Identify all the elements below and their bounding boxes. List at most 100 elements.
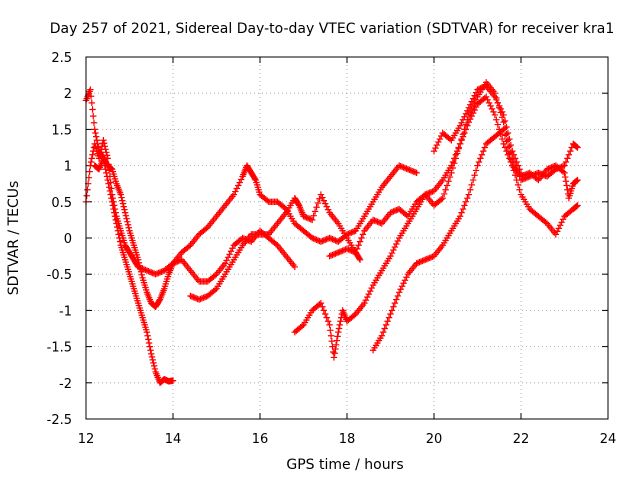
data-point [488,105,496,113]
data-point [483,93,490,101]
data-point [322,310,329,318]
data-point [510,151,517,158]
data-point [333,249,341,257]
data-point [110,198,117,205]
data-point [468,181,475,189]
data-point [361,299,368,307]
data-point [417,258,425,265]
data-point [573,202,581,210]
data-point [377,219,384,227]
data-point [352,249,359,256]
data-point [124,218,131,225]
data-point [468,98,475,105]
data-point [97,149,104,156]
data-point [235,182,242,189]
data-point [485,99,493,107]
data-point [339,247,346,254]
data-point [551,163,558,170]
data-point [121,206,128,213]
data-point [372,217,380,225]
data-point [92,133,100,140]
data-point [272,240,280,248]
data-point [298,322,306,330]
data-point [459,205,467,213]
data-point [135,256,142,263]
data-point [203,225,210,232]
data-point [93,137,101,144]
data-point [419,257,426,265]
data-point [148,353,156,361]
data-point [403,274,410,281]
data-point [385,314,393,321]
data-point [465,111,472,119]
data-point [513,158,520,166]
data-point [465,104,472,111]
data-point [138,271,146,279]
data-point [388,307,396,314]
data-point [374,218,381,225]
data-point [351,228,358,235]
data-point [574,176,581,184]
data-point [510,167,517,174]
data-point [525,170,532,177]
data-point [380,328,387,336]
data-point [491,111,499,119]
data-point [413,260,420,267]
data-point [111,202,118,209]
data-point [474,86,481,93]
data-point [334,333,341,340]
data-point [343,245,351,253]
data-point [445,178,452,185]
data-point [335,325,343,332]
data-point [101,143,109,150]
x-tick-label: 18 [339,432,356,447]
data-point [498,127,506,134]
data-point [533,175,541,183]
data-point [116,238,124,245]
data-point [375,219,383,226]
data-point [464,107,471,114]
data-point [462,110,470,117]
data-point [562,173,569,181]
data-point [155,269,162,277]
data-point [291,263,298,271]
data-point [461,129,468,137]
x-axis-title: GPS time / hours [286,457,403,473]
data-point [345,246,352,253]
data-point [310,212,317,219]
data-point [478,84,486,91]
grid [86,57,608,419]
data-point [107,164,114,172]
data-point [169,377,177,384]
data-point [397,163,404,170]
data-point [368,284,375,292]
data-point [391,299,399,307]
data-point [477,85,484,92]
data-point [465,118,472,126]
data-point [197,295,204,303]
data-point [108,185,115,192]
data-point [145,267,152,275]
data-point [309,234,316,242]
data-point [310,235,317,242]
data-point [396,162,403,169]
data-point [416,258,423,266]
data-point [146,343,153,350]
data-point [311,236,319,243]
data-point [193,295,200,302]
data-point [300,213,307,220]
data-point [137,268,145,275]
data-point [406,166,413,174]
data-point [398,283,406,290]
data-point [478,151,486,158]
data-point [329,251,336,259]
data-point [452,155,459,162]
data-point [327,235,335,242]
data-point [188,293,196,300]
data-point [433,141,441,149]
data-point [326,252,333,260]
x-tick-label: 24 [600,432,617,447]
data-point [459,133,467,140]
data-point [295,201,302,208]
